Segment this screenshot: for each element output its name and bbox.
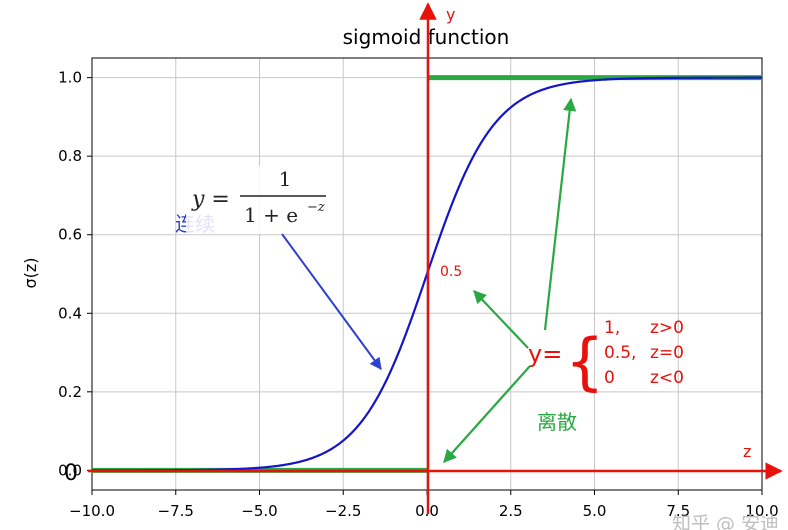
y-axis-label: σ(z): [21, 257, 40, 288]
piecewise-brace: {: [565, 325, 604, 398]
sigmoid-formula: y = 1 1 + e −z: [186, 166, 330, 234]
x-tick-label: −7.5: [158, 502, 194, 520]
piecewise-condition: z<0: [650, 368, 684, 388]
piecewise-value: 0.5,: [604, 343, 636, 363]
x-tick-label: 2.5: [499, 502, 523, 520]
x-tick-label: 7.5: [666, 502, 690, 520]
piecewise-condition: z=0: [650, 343, 684, 363]
formula-denominator: 1 + e: [244, 203, 298, 227]
formula-exponent: −z: [307, 200, 325, 215]
y-tick-label: 0.2: [58, 383, 82, 401]
piecewise-condition: z>0: [650, 318, 684, 338]
continuous-arrow: [281, 233, 382, 370]
arrow-to-half: [473, 290, 529, 349]
x-tick-label: 5.0: [583, 502, 607, 520]
z-axis-letter: z: [743, 442, 751, 461]
piecewise-cases: 1, z>0 0.5, z=0 0 z<0: [604, 318, 684, 388]
x-tick-label: −10.0: [69, 502, 115, 520]
formula-numerator: 1: [279, 167, 292, 191]
y-tick-label: 1.0: [58, 69, 82, 87]
discrete-label: 离散: [537, 410, 577, 434]
piecewise-value: 1,: [604, 318, 620, 338]
arrow-to-zero: [443, 365, 531, 463]
y-tick-label: 0.0: [58, 461, 82, 479]
x-ticks: −10.0−7.5−5.0−2.50.02.55.07.510.0: [69, 490, 779, 520]
y-tick-label: 0.8: [58, 147, 82, 165]
piecewise-value: 0: [604, 368, 615, 388]
chart-title: sigmoid function: [343, 25, 510, 49]
y-ticks: 0.0 0.2 0.4 0.6 0.8 1.0: [58, 69, 92, 479]
x-tick-label: −5.0: [241, 502, 277, 520]
formula-lhs: y =: [191, 187, 230, 212]
x-tick-label: 10.0: [745, 502, 778, 520]
y-axis-letter: y: [446, 5, 455, 24]
piecewise-lhs: y=: [528, 340, 562, 368]
y-tick-label: 0.4: [58, 304, 82, 322]
half-label: 0.5: [440, 264, 462, 280]
arrow-to-one: [543, 97, 577, 331]
y-tick-label: 0.6: [58, 226, 82, 244]
zero-label: 0: [64, 461, 78, 486]
watermark: 知乎 @ 安迪: [672, 513, 779, 530]
x-tick-label: −2.5: [325, 502, 361, 520]
